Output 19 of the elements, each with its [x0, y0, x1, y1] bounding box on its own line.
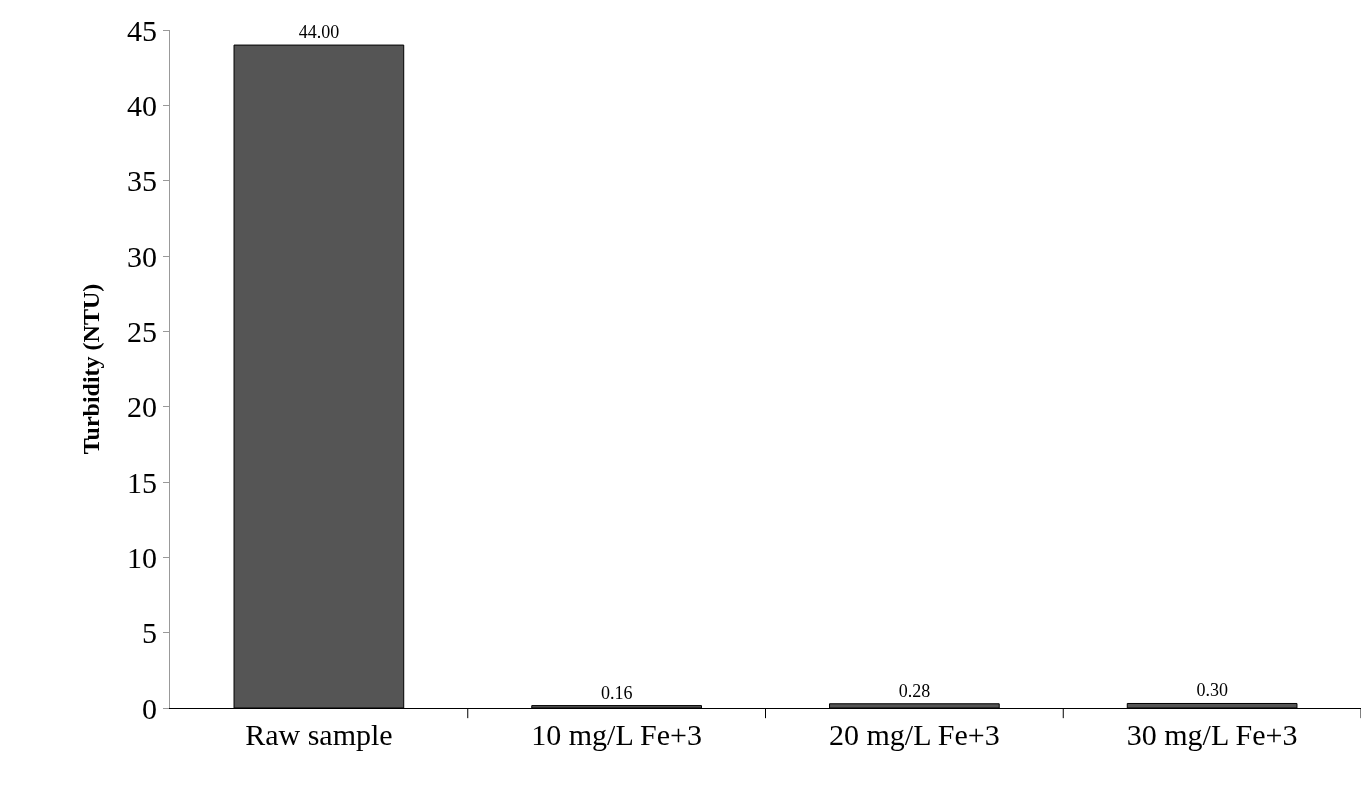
y-tick-label: 0 [142, 691, 157, 725]
y-tick-label: 45 [127, 13, 157, 47]
data-label: 0.28 [898, 680, 931, 701]
y-tick-label: 40 [127, 88, 157, 122]
x-tick-label: Raw sample [245, 718, 393, 751]
data-label: 0.30 [1196, 680, 1228, 701]
y-tick-label: 20 [127, 390, 157, 424]
x-tick-label: 10 mg/L Fe+3 [531, 718, 703, 751]
x-tick-label: 20 mg/L Fe+3 [828, 718, 1000, 751]
x-tick-label: 30 mg/L Fe+3 [1126, 718, 1298, 751]
y-tick-label: 10 [127, 540, 157, 574]
y-tick-label: 30 [127, 239, 157, 273]
y-tick-label: 15 [127, 465, 157, 499]
y-tick-label: 5 [142, 616, 157, 650]
y-axis-title: Turbidity (NTU) [78, 283, 105, 455]
data-label: 0.16 [600, 682, 633, 703]
y-tick-label: 35 [127, 164, 157, 198]
y-tick-label: 25 [127, 314, 157, 348]
data-label: 44.00 [298, 22, 340, 43]
